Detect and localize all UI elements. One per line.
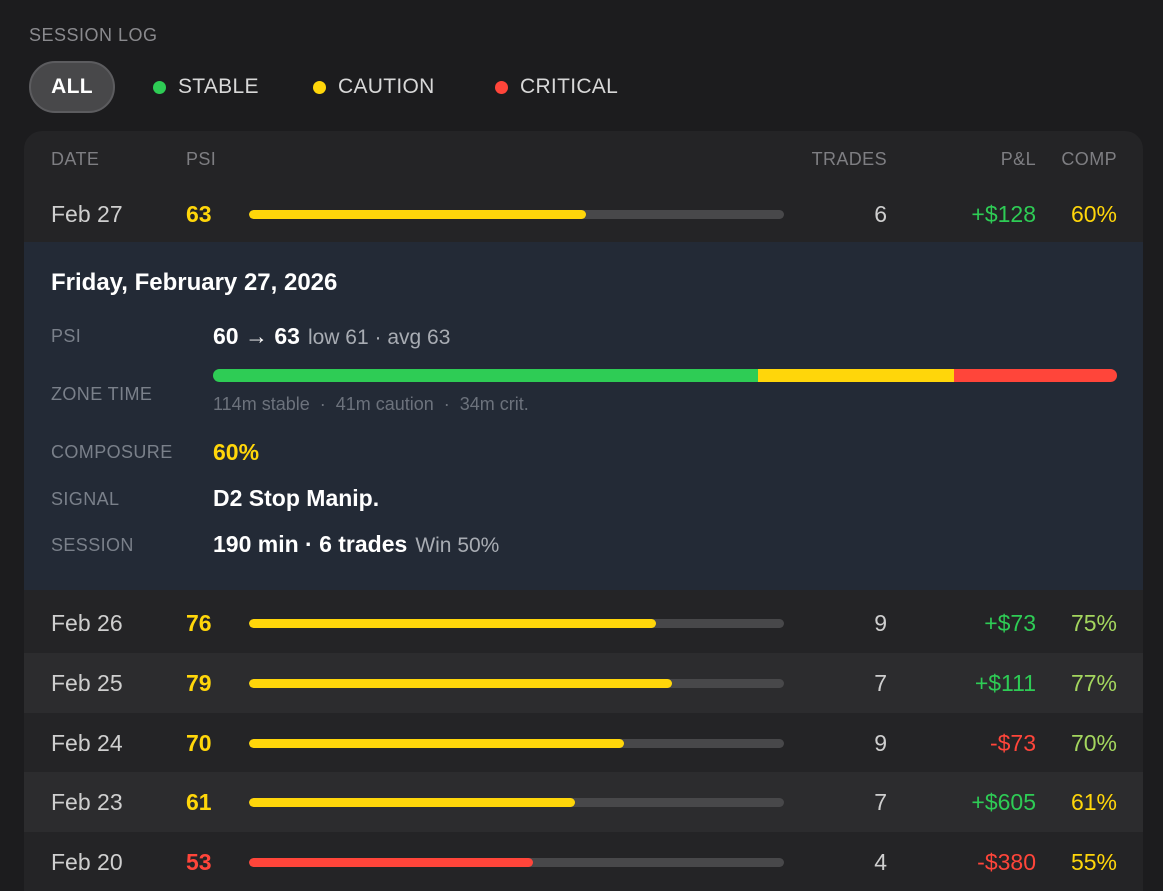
section-title: SESSION LOG <box>29 25 158 45</box>
row-psi: 76 <box>186 610 212 636</box>
zone-caution-segment <box>758 369 955 382</box>
caution-dot-icon <box>313 80 326 94</box>
row-trades: 4 <box>874 849 887 875</box>
psi-bar-track <box>249 210 784 219</box>
zone-time-caption: 114m stable · 41m caution · 34m crit. <box>213 394 529 414</box>
detail-signal-value: D2 Stop Manip. <box>213 485 380 511</box>
row-comp: 60% <box>1070 201 1117 227</box>
table-row[interactable]: Feb 25 79 7 +$111 77% <box>24 653 1143 713</box>
critical-dot-icon <box>495 80 508 94</box>
psi-bar-fill <box>249 739 624 748</box>
psi-bar-fill <box>249 679 672 688</box>
detail-session-value: 190 min · 6 trades Win 50% <box>213 531 499 558</box>
row-comp: 77% <box>1070 670 1117 696</box>
row-pnl: +$128 <box>971 201 1036 227</box>
table-header: DATE PSI TRADES P&L COMP <box>24 131 1143 187</box>
row-psi: 63 <box>186 201 212 227</box>
row-trades: 7 <box>874 670 887 696</box>
filter-caution-label: CAUTION <box>338 75 435 98</box>
row-date: Feb 20 <box>51 849 123 875</box>
row-date: Feb 27 <box>51 201 123 227</box>
header-psi[interactable]: PSI <box>186 149 217 169</box>
detail-psi-label: PSI <box>51 326 82 346</box>
psi-bar-fill <box>249 858 533 867</box>
row-date: Feb 26 <box>51 610 123 636</box>
table-row[interactable]: Feb 27 63 6 +$128 60% <box>24 184 1143 244</box>
table-row[interactable]: Feb 24 70 9 -$73 70% <box>24 713 1143 773</box>
detail-composure-label: COMPOSURE <box>51 442 173 462</box>
filter-bar: ALL STABLE CAUTION CRITICAL <box>29 61 618 113</box>
row-psi: 79 <box>186 670 212 696</box>
session-detail-panel: Friday, February 27, 2026 PSI 60 → 63 low… <box>24 242 1143 590</box>
header-trades[interactable]: TRADES <box>811 149 887 169</box>
stable-dot-icon <box>153 80 166 94</box>
psi-bar-track <box>249 619 784 628</box>
row-pnl: +$73 <box>984 610 1036 636</box>
filter-caution-button[interactable]: CAUTION <box>313 75 435 99</box>
row-psi: 53 <box>186 849 212 875</box>
detail-session-label: SESSION <box>51 535 134 555</box>
detail-psi-sub: low 61 · avg 63 <box>307 326 451 349</box>
zone-time-bar <box>213 369 1117 382</box>
row-psi: 70 <box>186 730 212 756</box>
row-comp: 55% <box>1070 849 1117 875</box>
row-pnl: +$605 <box>971 789 1036 815</box>
row-comp: 70% <box>1070 730 1117 756</box>
psi-bar-track <box>249 739 784 748</box>
row-psi: 61 <box>186 789 212 815</box>
row-pnl: -$73 <box>989 730 1036 756</box>
table-row[interactable]: Feb 20 53 4 -$380 55% <box>24 832 1143 891</box>
row-trades: 9 <box>874 730 887 756</box>
detail-session-main: 190 min · 6 trades <box>213 531 408 557</box>
row-comp: 75% <box>1070 610 1117 636</box>
filter-stable-button[interactable]: STABLE <box>153 75 259 99</box>
table-row[interactable]: Feb 23 61 7 +$605 61% <box>24 772 1143 832</box>
row-trades: 9 <box>874 610 887 636</box>
zone-critical-segment <box>954 369 1117 382</box>
row-date: Feb 23 <box>51 789 123 815</box>
row-comp: 61% <box>1070 789 1117 815</box>
psi-bar-fill <box>249 619 656 628</box>
psi-bar-track <box>249 679 784 688</box>
filter-critical-label: CRITICAL <box>520 75 619 98</box>
filter-all-button[interactable]: ALL <box>29 61 115 113</box>
header-comp[interactable]: COMP <box>1061 149 1117 169</box>
psi-bar-fill <box>249 210 587 219</box>
session-table: DATE PSI TRADES P&L COMP Feb 27 63 6 +$1… <box>24 131 1143 891</box>
row-trades: 6 <box>874 201 887 227</box>
table-row[interactable]: Feb 26 76 9 +$73 75% <box>24 593 1143 653</box>
row-trades: 7 <box>874 789 887 815</box>
psi-bar-fill <box>249 798 576 807</box>
detail-session-sub: Win 50% <box>415 534 500 557</box>
detail-psi-value: 60 → 63 low 61 · avg 63 <box>213 323 450 350</box>
row-date: Feb 24 <box>51 730 123 756</box>
header-pnl[interactable]: P&L <box>1000 149 1036 169</box>
detail-signal-label: SIGNAL <box>51 489 120 509</box>
detail-zone-label: ZONE TIME <box>51 384 153 404</box>
detail-psi-range: 60 → 63 <box>213 323 300 349</box>
psi-bar-track <box>249 858 784 867</box>
psi-bar-track <box>249 798 784 807</box>
filter-stable-label: STABLE <box>178 75 259 98</box>
detail-title: Friday, February 27, 2026 <box>51 269 338 296</box>
detail-composure-value: 60% <box>213 439 260 465</box>
row-pnl: +$111 <box>974 670 1036 696</box>
header-date[interactable]: DATE <box>51 149 100 169</box>
row-pnl: -$380 <box>977 849 1036 875</box>
row-date: Feb 25 <box>51 670 123 696</box>
zone-stable-segment <box>213 369 759 382</box>
filter-critical-button[interactable]: CRITICAL <box>495 75 618 99</box>
